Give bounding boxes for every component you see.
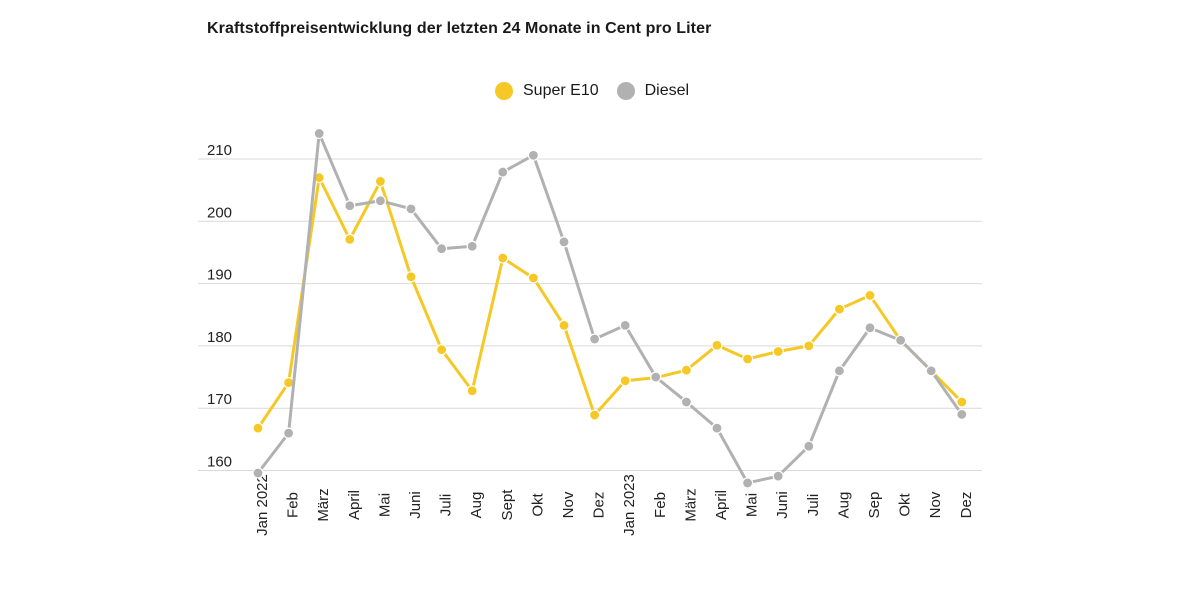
x-tick-label-okt: Okt [897, 493, 914, 517]
y-tick-label-210: 210 [207, 142, 232, 159]
data-point-super-e10-aug[interactable] [833, 303, 846, 315]
legend-marker-super-e10 [495, 82, 513, 100]
x-tick-label-feb: Feb [285, 492, 302, 518]
data-point-diesel-april[interactable] [711, 422, 723, 434]
series-super-e10 [252, 172, 968, 434]
data-point-super-e10-sep[interactable] [864, 289, 876, 302]
data-point-super-e10-dez[interactable] [588, 409, 601, 421]
data-point-super-e10-april[interactable] [344, 233, 356, 245]
data-point-super-e10-april[interactable] [711, 339, 723, 351]
y-tick-label-170: 170 [207, 391, 232, 408]
x-tick-label-juni: Juni [407, 491, 424, 519]
x-tick-label-jan-2023: Jan 2023 [621, 474, 638, 536]
data-point-diesel-april[interactable] [344, 200, 356, 212]
y-tick-label-200: 200 [207, 204, 232, 221]
data-point-diesel-mai[interactable] [374, 195, 386, 207]
data-point-diesel-dez[interactable] [956, 408, 968, 421]
data-point-diesel-okt[interactable] [527, 149, 540, 161]
x-tick-label-juni: Juni [774, 491, 791, 519]
x-tick-label-okt: Okt [529, 493, 546, 517]
legend-label-super-e10: Super E10 [523, 82, 599, 99]
data-point-super-e10-jan-2022[interactable] [252, 422, 264, 434]
data-point-super-e10-märz[interactable] [680, 364, 693, 376]
data-point-super-e10-juni[interactable] [772, 345, 784, 358]
data-point-diesel-dez[interactable] [588, 333, 601, 345]
legend-label-diesel: Diesel [644, 82, 690, 99]
data-point-diesel-märz[interactable] [680, 396, 693, 408]
data-point-diesel-jan-2023[interactable] [619, 319, 631, 331]
x-tick-label-dez: Dez [591, 492, 608, 519]
series-line-super-e10 [256, 176, 963, 429]
x-tick-label-april: April [346, 490, 363, 520]
data-point-diesel-mai[interactable] [741, 477, 754, 489]
legend: Super E10 Diesel [495, 82, 707, 100]
x-tick-label-feb: Feb [652, 492, 669, 518]
data-point-diesel-juni[interactable] [405, 203, 417, 215]
x-tick-label-märz: März [315, 488, 332, 521]
x-tick-label-aug: Aug [468, 492, 485, 519]
legend-item-diesel: Diesel [616, 82, 690, 100]
chart-title: Kraftstoffpreisentwicklung der letzten 2… [207, 20, 712, 37]
y-tick-label-160: 160 [207, 454, 232, 471]
data-point-diesel-juli[interactable] [803, 440, 815, 452]
x-tick-label-sept: Sept [499, 489, 516, 521]
x-tick-label-april: April [713, 490, 730, 520]
series-line-diesel [256, 131, 964, 485]
x-tick-label-märz: März [682, 488, 699, 521]
series-diesel [252, 127, 968, 489]
data-point-diesel-okt[interactable] [894, 334, 907, 346]
data-point-diesel-aug[interactable] [466, 240, 478, 252]
series-layer [252, 127, 968, 489]
x-tick-label-mai: Mai [744, 493, 761, 517]
data-point-super-e10-okt[interactable] [527, 272, 540, 284]
legend-item-super-e10: Super E10 [495, 82, 599, 100]
data-point-diesel-aug[interactable] [833, 365, 846, 377]
legend-marker-diesel [616, 82, 635, 100]
data-point-diesel-sept[interactable] [497, 166, 509, 178]
y-tick-label-180: 180 [207, 329, 232, 346]
x-tick-label-aug: Aug [835, 492, 852, 519]
data-point-diesel-juli[interactable] [436, 243, 448, 255]
data-point-super-e10-dez[interactable] [956, 396, 968, 408]
data-point-super-e10-mai[interactable] [374, 175, 386, 188]
y-tick-label-190: 190 [207, 267, 232, 284]
data-point-super-e10-juli[interactable] [436, 344, 448, 356]
x-tick-label-dez: Dez [958, 492, 975, 519]
data-point-super-e10-juni[interactable] [405, 271, 417, 283]
data-point-diesel-sep[interactable] [864, 322, 876, 334]
data-point-super-e10-aug[interactable] [466, 385, 478, 397]
x-tick-label-mai: Mai [376, 493, 393, 517]
y-axis-ticks: 160 170 180 190 200 210 [207, 142, 232, 471]
data-point-diesel-juni[interactable] [772, 470, 784, 482]
data-point-diesel-nov[interactable] [925, 365, 937, 377]
data-point-super-e10-sept[interactable] [497, 252, 509, 264]
x-tick-label-juli: Juli [438, 494, 455, 517]
data-point-super-e10-mai[interactable] [741, 353, 754, 365]
data-point-diesel-feb[interactable] [650, 371, 662, 383]
data-point-super-e10-juli[interactable] [803, 340, 815, 352]
x-tick-label-juli: Juli [805, 494, 822, 517]
data-point-diesel-märz[interactable] [313, 127, 325, 140]
data-point-diesel-feb[interactable] [283, 427, 295, 439]
data-point-super-e10-jan-2023[interactable] [619, 375, 631, 387]
data-point-super-e10-nov[interactable] [558, 319, 570, 331]
x-tick-label-nov: Nov [560, 491, 577, 518]
x-tick-label-jan-2022: Jan 2022 [254, 474, 271, 536]
x-tick-label-nov: Nov [927, 491, 944, 518]
x-tick-label-sep: Sep [866, 492, 883, 519]
data-point-diesel-nov[interactable] [558, 236, 570, 248]
data-point-diesel-jan-2022[interactable] [252, 467, 264, 479]
x-axis-ticks: Jan 2022 Feb März April Mai Juni Juli Aug Sept Ok… [254, 474, 975, 536]
